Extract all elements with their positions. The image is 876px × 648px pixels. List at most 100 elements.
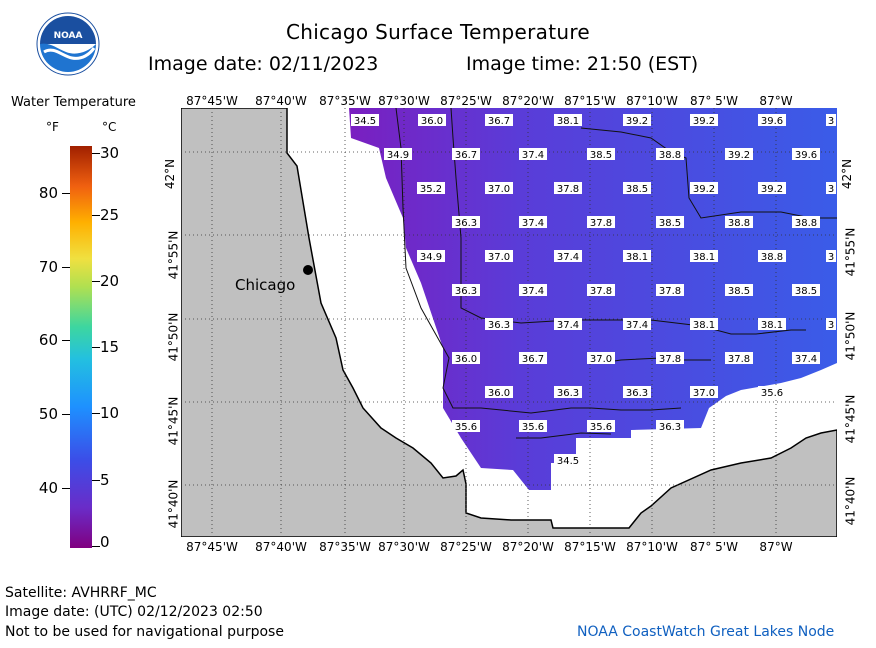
temperature-value: 35.6 bbox=[522, 422, 544, 433]
legend-unit-c: °C bbox=[102, 120, 117, 134]
temperature-label-bg bbox=[452, 420, 480, 432]
temperature-label-bg bbox=[623, 250, 651, 262]
temperature-label-bg bbox=[452, 352, 480, 364]
temperature-value: 39.6 bbox=[761, 116, 783, 127]
lat-label-right: 41°50'N bbox=[843, 311, 858, 361]
temperature-value: 36.3 bbox=[626, 388, 648, 399]
utc-date: Image date: (UTC) 02/12/2023 02:50 bbox=[5, 604, 263, 620]
temperature-value: 36.3 bbox=[455, 218, 477, 229]
temperature-value: 37.4 bbox=[795, 354, 817, 365]
temperature-label-bg bbox=[384, 148, 412, 160]
colorbar-c-tick: 30 bbox=[100, 144, 120, 162]
colorbar-f-tick: 40 bbox=[38, 479, 58, 497]
lon-label-bottom: 87° 5'W bbox=[690, 540, 738, 554]
lon-label-bottom: 87°40'W bbox=[255, 540, 307, 554]
temperature-label-bg bbox=[554, 250, 582, 262]
temperature-value: 38.8 bbox=[659, 150, 681, 161]
temperature-label-bg bbox=[587, 148, 615, 160]
temperature-value: 38.1 bbox=[761, 320, 783, 331]
temperature-value: 37.0 bbox=[488, 252, 510, 263]
legend-unit-f: °F bbox=[46, 120, 59, 134]
temperature-value: 3 bbox=[828, 252, 834, 263]
colorbar-c-tick: 0 bbox=[100, 533, 110, 551]
temperature-label-bg bbox=[656, 284, 684, 296]
temperature-label-bg bbox=[485, 114, 513, 126]
temperature-value: 34.9 bbox=[420, 252, 442, 263]
temperature-label-bg bbox=[792, 216, 820, 228]
temperature-label-bg bbox=[725, 352, 753, 364]
temperature-label-bg bbox=[758, 182, 786, 194]
lon-label-top: 87°10'W bbox=[626, 94, 678, 108]
temperature-label-bg bbox=[656, 148, 684, 160]
temperature-value: 36.3 bbox=[455, 286, 477, 297]
temperature-label-bg bbox=[690, 182, 718, 194]
temperature-label-bg bbox=[485, 182, 513, 194]
colorbar-c-tick: 20 bbox=[100, 272, 120, 290]
lon-label-bottom: 87°30'W bbox=[378, 540, 430, 554]
temperature-value: 38.1 bbox=[557, 116, 579, 127]
temperature-label-bg bbox=[656, 216, 684, 228]
temperature-label-bg bbox=[690, 250, 718, 262]
image-date: Image date: 02/11/2023 bbox=[148, 53, 379, 75]
temperature-label-bg bbox=[690, 114, 718, 126]
temperature-labels: 34.5 36.0 36.7 38.1 39.2 39.2 39.6 3 34.9 36.7 37.… bbox=[351, 114, 836, 467]
lat-label-left: 41°55'N bbox=[166, 230, 181, 280]
temperature-value: 38.5 bbox=[795, 286, 817, 297]
temperature-label-bg bbox=[623, 386, 651, 398]
temperature-label-bg bbox=[587, 216, 615, 228]
temperature-value: 38.8 bbox=[761, 252, 783, 263]
temperature-label-bg bbox=[656, 420, 684, 432]
temperature-label-bg bbox=[792, 352, 820, 364]
temperature-label-bg bbox=[417, 250, 445, 262]
temperature-label-bg bbox=[418, 114, 446, 126]
temperature-label-bg bbox=[725, 148, 753, 160]
lon-label-top: 87°45'W bbox=[186, 94, 238, 108]
temperature-label-bg bbox=[554, 386, 582, 398]
temperature-value: 36.7 bbox=[522, 354, 544, 365]
temperature-label-bg bbox=[792, 284, 820, 296]
temperature-label-bg bbox=[417, 182, 445, 194]
lon-label-bottom: 87°25'W bbox=[440, 540, 492, 554]
chicago-marker bbox=[303, 265, 313, 275]
temperature-label-bg bbox=[758, 386, 786, 398]
temperature-value: 36.7 bbox=[488, 116, 510, 127]
temperature-label-bg bbox=[554, 318, 582, 330]
colorbar-c-tick: 15 bbox=[100, 338, 120, 356]
temperature-value: 34.9 bbox=[387, 150, 409, 161]
temperature-value: 37.8 bbox=[557, 184, 579, 195]
temperature-label-bg bbox=[554, 182, 582, 194]
temperature-label-bg bbox=[826, 114, 836, 126]
lon-label-top: 87°25'W bbox=[440, 94, 492, 108]
lat-label-right: 42°N bbox=[840, 158, 855, 190]
temperature-value: 38.8 bbox=[795, 218, 817, 229]
lat-label-left: 41°50'N bbox=[166, 312, 181, 362]
temperature-label-bg bbox=[725, 284, 753, 296]
temperature-label-bg bbox=[623, 318, 651, 330]
temperature-value: 36.7 bbox=[455, 150, 477, 161]
temperature-label-bg bbox=[792, 148, 820, 160]
temperature-label-bg bbox=[623, 182, 651, 194]
temperature-label-bg bbox=[725, 216, 753, 228]
colorbar-c-tick: 5 bbox=[100, 471, 110, 489]
temperature-value: 37.8 bbox=[590, 286, 612, 297]
temperature-label-bg bbox=[452, 148, 480, 160]
lon-label-bottom: 87°15'W bbox=[564, 540, 616, 554]
temperature-value: 37.8 bbox=[728, 354, 750, 365]
temperature-label-bg bbox=[690, 318, 718, 330]
temperature-value: 37.0 bbox=[693, 388, 715, 399]
temperature-value: 38.1 bbox=[693, 252, 715, 263]
lon-label-top: 87°15'W bbox=[564, 94, 616, 108]
temperature-label-bg bbox=[554, 114, 582, 126]
city-label: Chicago bbox=[235, 276, 295, 294]
temperature-value: 37.4 bbox=[557, 320, 579, 331]
temperature-label-bg bbox=[587, 352, 615, 364]
temperature-value: 35.6 bbox=[590, 422, 612, 433]
temperature-value: 39.2 bbox=[728, 150, 750, 161]
temperature-value: 38.5 bbox=[590, 150, 612, 161]
colorbar-f-tick: 50 bbox=[38, 405, 58, 423]
lat-label-left: 41°45'N bbox=[166, 396, 181, 446]
temperature-value: 3 bbox=[828, 320, 834, 331]
lon-label-top: 87°20'W bbox=[502, 94, 554, 108]
legend-title: Water Temperature bbox=[11, 95, 136, 110]
lat-label-right: 41°40'N bbox=[843, 476, 858, 526]
